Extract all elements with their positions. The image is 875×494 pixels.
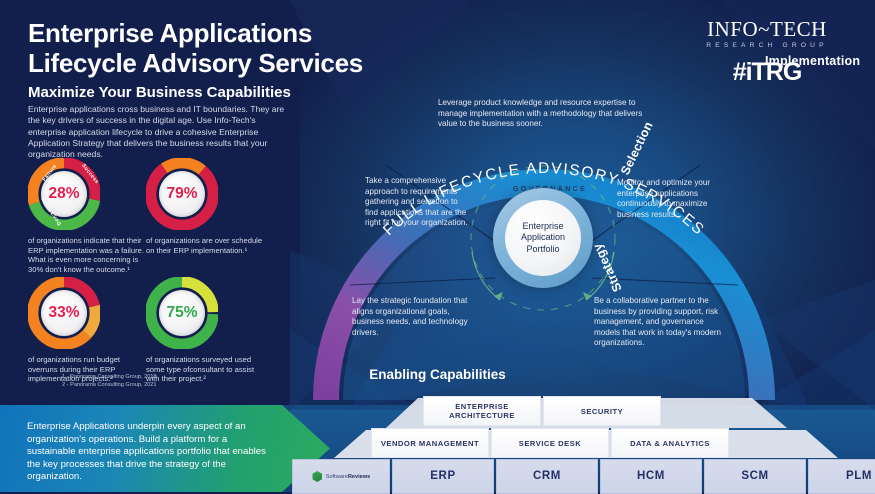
enabling-capabilities-heading: Enabling Capabilities bbox=[369, 367, 506, 382]
donut-chart: 33% bbox=[27, 276, 101, 350]
capability-data-analytics[interactable]: DATA & ANALYTICS bbox=[611, 428, 729, 458]
phase-text-optimization: Monitor and optimize your enterprise app… bbox=[617, 178, 711, 219]
donut-center: 33% bbox=[41, 290, 87, 336]
stat-value: 75% bbox=[166, 304, 198, 321]
stat-caption: of organizations are over schedule on th… bbox=[146, 236, 263, 255]
stat-card: 28% Failure Success Don't Know of organi… bbox=[27, 157, 146, 274]
softwarereviews-logo: SoftwareReviews bbox=[292, 459, 390, 494]
donut-center: 28% bbox=[41, 171, 87, 217]
capability-vendor-management[interactable]: VENDOR MANAGEMENT bbox=[371, 428, 489, 458]
phase-text-selection: Take a comprehensive approach to require… bbox=[365, 176, 468, 228]
stat-value: 33% bbox=[48, 304, 80, 321]
pyramid-row-2: VENDOR MANAGEMENT SERVICE DESK DATA & AN… bbox=[371, 428, 729, 458]
capability-service-desk[interactable]: SERVICE DESK bbox=[491, 428, 609, 458]
stat-caption: of organizations run budget overruns dur… bbox=[28, 355, 121, 384]
stat-card: 79% of organizations are over schedule o… bbox=[145, 157, 264, 255]
phase-text-implementation: Leverage product knowledge and resource … bbox=[438, 98, 643, 129]
page-title-line2: Lifecycle Advisory Services bbox=[28, 48, 363, 78]
footnote-1: 1 - Panorama Consulting Group, 2018 bbox=[62, 374, 157, 380]
donut-chart: 79% bbox=[145, 157, 219, 231]
donut-center: 75% bbox=[159, 290, 205, 336]
center-portfolio-inner: Enterprise Application Portfolio bbox=[505, 200, 581, 276]
stat-card: 33% of organizations run budget overruns… bbox=[27, 276, 146, 384]
phase-label-implementation[interactable]: Implementation bbox=[765, 54, 861, 68]
donut-svg bbox=[27, 276, 101, 350]
capability-enterprise-architecture[interactable]: ENTERPRISE ARCHITECTURE bbox=[423, 396, 541, 426]
page-subtitle: Maximize Your Business Capabilities bbox=[28, 84, 291, 101]
softwarereviews-wordmark: SoftwareReviews bbox=[326, 474, 370, 480]
phase-label-strategy[interactable]: Strategy bbox=[590, 241, 625, 294]
donut-svg bbox=[145, 157, 219, 231]
phase-text-strategy: Lay the strategic foundation that aligns… bbox=[352, 296, 468, 337]
footnote-2: 2 - Panorama Consulting Group, 2021 bbox=[62, 381, 157, 388]
capability-hcm[interactable]: HCM bbox=[600, 459, 702, 494]
capability-plm[interactable]: PLM bbox=[808, 459, 875, 494]
sr-brand-light: Software bbox=[325, 473, 348, 480]
capability-security[interactable]: SECURITY bbox=[543, 396, 661, 426]
brand-tagline: RESEARCH GROUP bbox=[706, 42, 828, 49]
donut-center: 79% bbox=[159, 171, 205, 217]
brand-name: INFO~TECH bbox=[707, 17, 827, 41]
stat-caption: of organizations indicate that their ERP… bbox=[28, 236, 144, 274]
pyramid-row-3: SoftwareReviews ERP CRM HCM SCM PLM bbox=[292, 459, 875, 494]
footnotes: 1 - Panorama Consulting Group, 2018 2 - … bbox=[62, 374, 157, 389]
capability-erp[interactable]: ERP bbox=[392, 459, 494, 494]
sr-brand-bold: Reviews bbox=[347, 473, 371, 480]
donut-chart: 28% Failure Success Don't Know bbox=[27, 157, 101, 231]
bottom-banner-arrow bbox=[0, 405, 330, 492]
wheel-labels: Implementation Selection Optimization St… bbox=[296, 8, 860, 408]
hexagon-icon bbox=[312, 471, 322, 482]
bottom-banner-text: Enterprise Applications underpin every a… bbox=[27, 421, 266, 482]
donut-chart: 75% bbox=[145, 276, 219, 350]
center-portfolio-circle[interactable]: Enterprise Application Portfolio bbox=[493, 188, 593, 288]
page-title-line1: Enterprise Applications bbox=[28, 18, 312, 48]
stat-card: 75% of organizations surveyed used some … bbox=[145, 276, 264, 384]
center-line2: Application bbox=[520, 232, 566, 243]
brand-hashtag: #iTRG bbox=[732, 58, 803, 86]
stat-caption: of organizations surveyed used some type… bbox=[146, 355, 255, 384]
stat-value: 28% bbox=[48, 185, 80, 202]
page-title: Enterprise Applications Lifecycle Adviso… bbox=[28, 18, 378, 78]
center-line3: Portfolio bbox=[526, 243, 560, 254]
donut-svg bbox=[145, 276, 219, 350]
brand-logo: INFO~TECH RESEARCH GROUP #iTRG bbox=[677, 18, 857, 87]
pyramid-row-1: ENTERPRISE ARCHITECTURE SECURITY bbox=[423, 396, 661, 426]
center-line1: Enterprise bbox=[522, 220, 564, 231]
capability-crm[interactable]: CRM bbox=[496, 459, 598, 494]
stat-value: 79% bbox=[166, 185, 198, 202]
capability-scm[interactable]: SCM bbox=[704, 459, 806, 494]
phase-text-operations: Be a collaborative partner to the busine… bbox=[594, 296, 722, 348]
intro-paragraph: Enterprise applications cross business a… bbox=[28, 104, 285, 160]
donut-svg bbox=[27, 157, 101, 231]
